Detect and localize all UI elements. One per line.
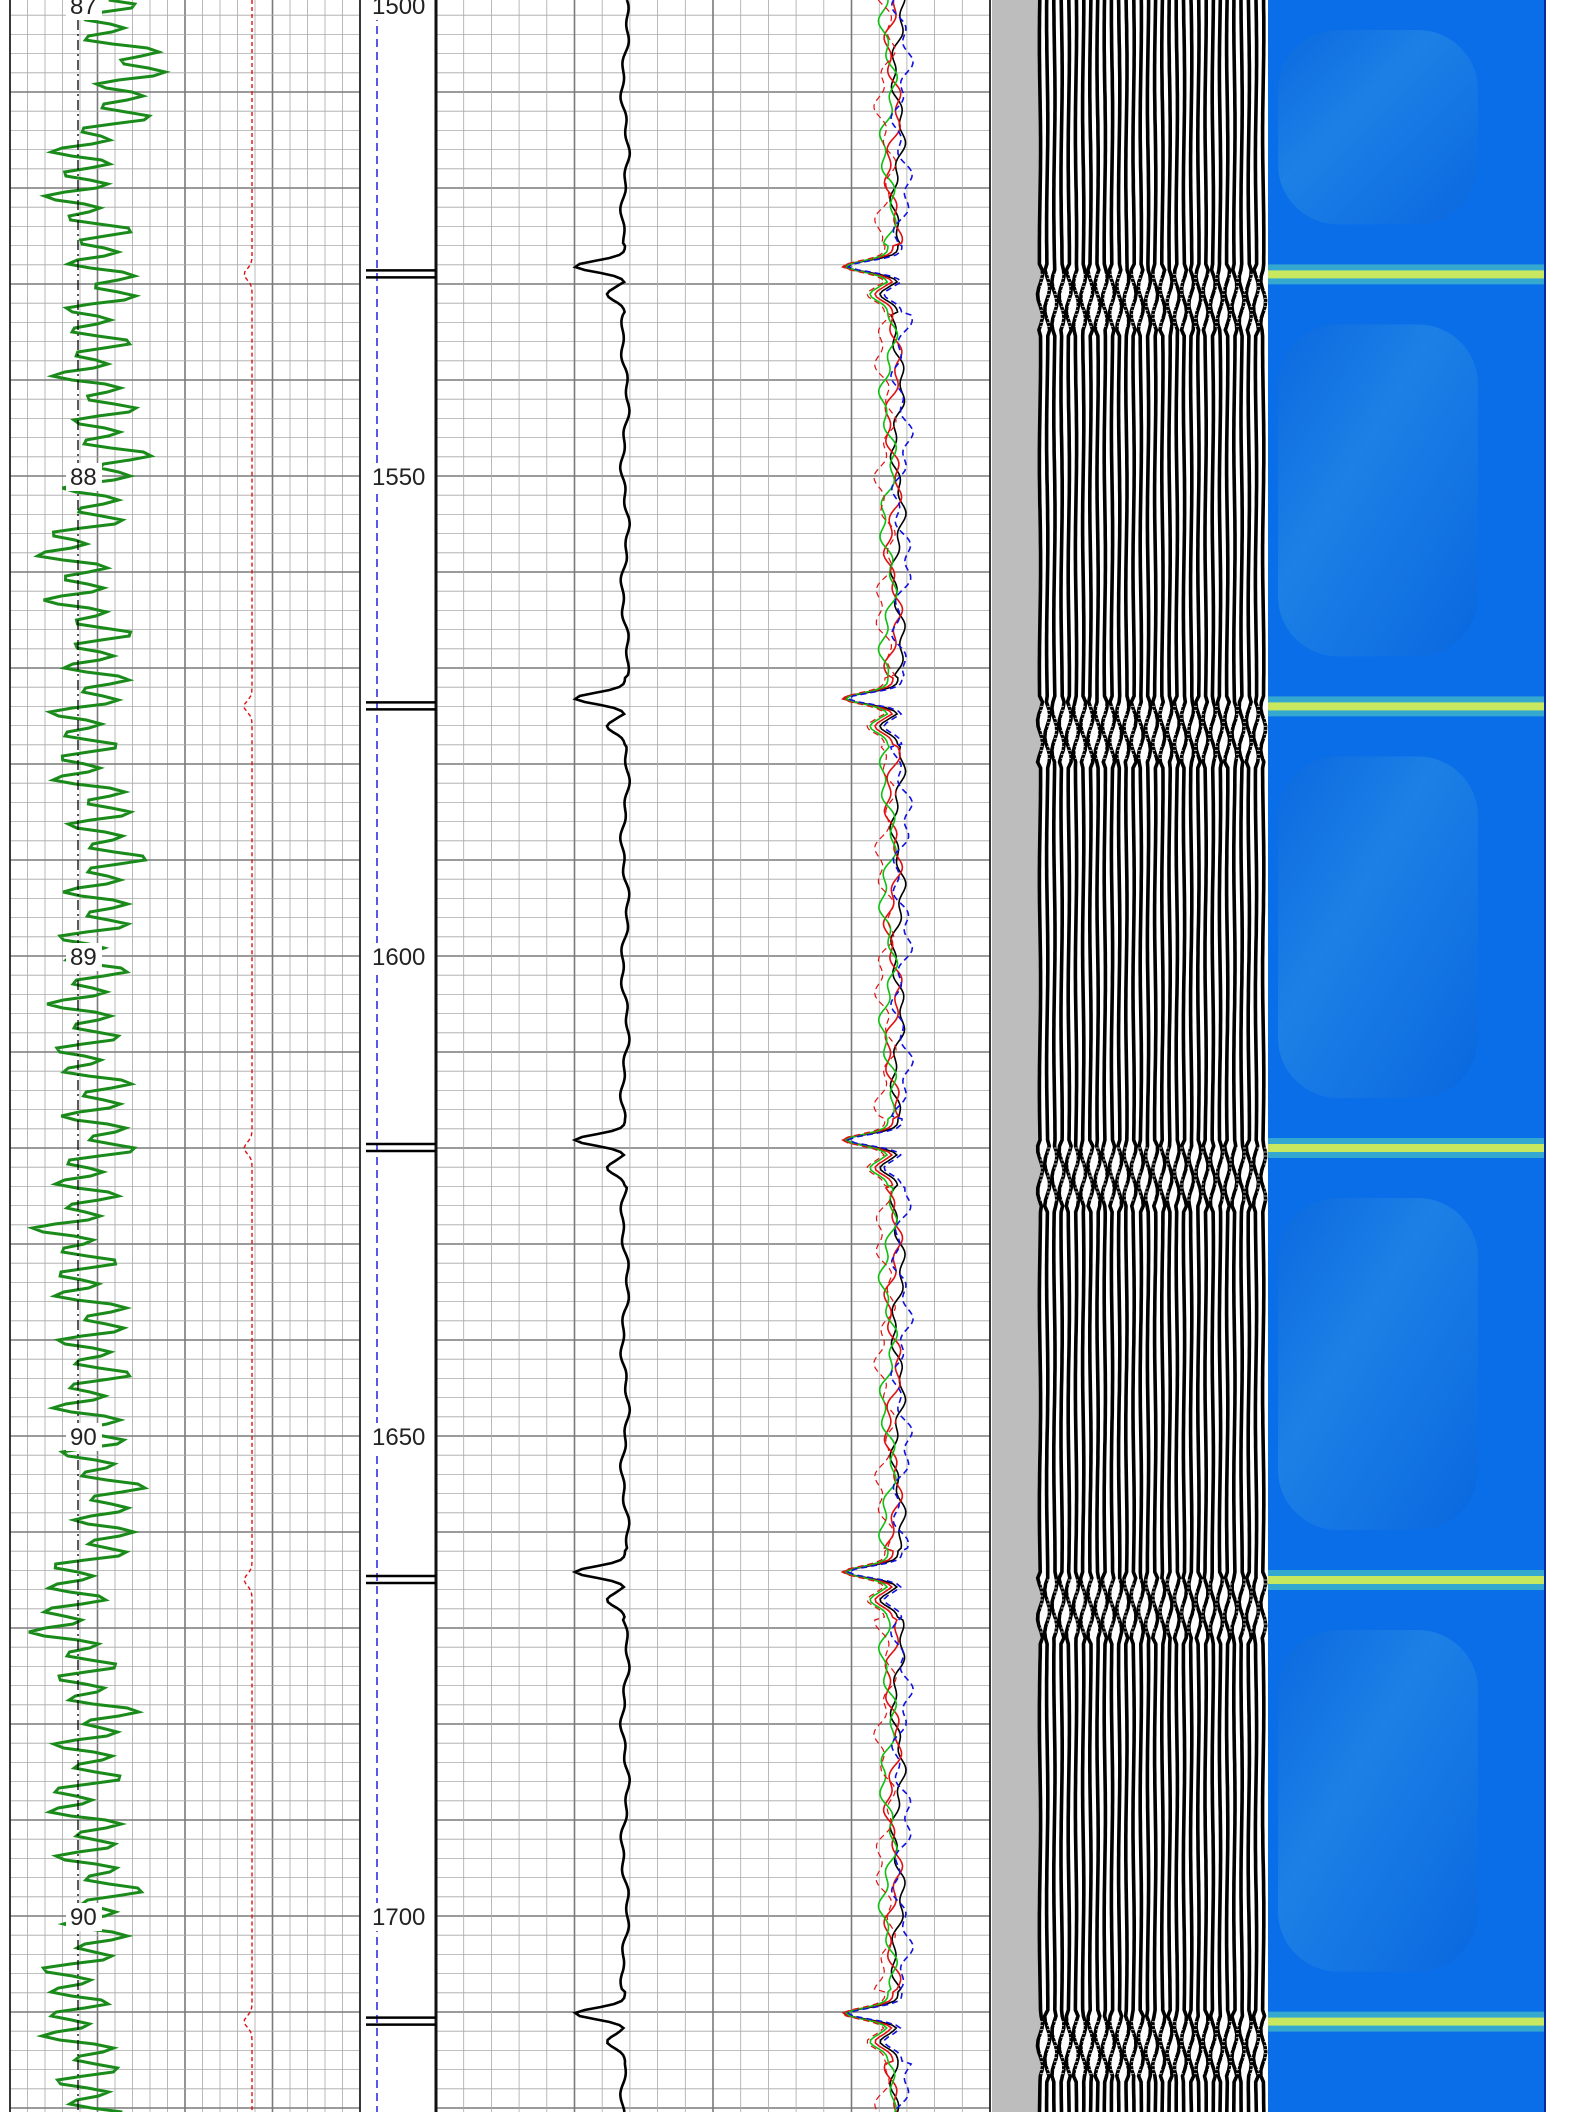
green-curve — [26, 0, 171, 2112]
depth-tick-label: 1650 — [372, 1424, 425, 1451]
vdl-stripe — [1230, 0, 1239, 2112]
vdl-stripe — [1035, 0, 1045, 2112]
left-track-label: 90 — [70, 1424, 97, 1451]
vdl-stripe — [1158, 0, 1167, 2112]
vdl-stripe — [1100, 0, 1110, 2112]
left-track-label-bg — [66, 0, 102, 20]
spectrum-collar-band — [1268, 270, 1545, 279]
vdl-stripe — [1258, 0, 1268, 2112]
amplitude-curve — [571, 0, 632, 2112]
depth-tick-label-bg — [368, 1903, 432, 1931]
vdl-stripe — [1244, 0, 1254, 2112]
left-track-label: 89 — [70, 944, 97, 971]
vdl-stripe — [1165, 0, 1174, 2112]
vdl-stripe — [1143, 0, 1153, 2112]
vdl-stripe — [1194, 0, 1203, 2112]
travel-time-curve-black — [842, 0, 907, 2112]
vdl-stripe — [1114, 0, 1124, 2112]
left-track-label: 88 — [70, 464, 97, 491]
spectrum-collar-band — [1268, 2017, 1545, 2026]
spectrum-patch — [1278, 1198, 1478, 1530]
vdl-stripe — [1201, 0, 1210, 2112]
grid-layer — [9, 0, 991, 2112]
vdl-stripe — [1057, 0, 1066, 2112]
vdl-stripe — [1179, 0, 1189, 2112]
vdl-stripe — [1208, 0, 1218, 2112]
spectrum-patch — [1278, 324, 1478, 657]
vdl-stripe — [1129, 0, 1138, 2112]
vdl-stripe — [1071, 0, 1081, 2112]
curve-layer — [26, 0, 914, 2112]
spectrum-collar-band — [1268, 1576, 1545, 1584]
depth-tick-label: 1550 — [372, 464, 425, 491]
left-track-label-bg — [66, 1903, 102, 1931]
vdl-stripe — [1064, 0, 1074, 2112]
vdl-stripe — [1050, 0, 1059, 2112]
left-track-label-bg — [66, 463, 102, 491]
depth-tick-label: 1500 — [372, 0, 425, 20]
left-track-label: 90 — [70, 1904, 97, 1931]
depth-tick-label-bg — [368, 0, 432, 20]
vdl-stripe — [1122, 0, 1131, 2112]
spectrum-patch — [1278, 1630, 1478, 1972]
left-track-label-bg — [66, 943, 102, 971]
travel-time-curve-red — [840, 0, 904, 2112]
vdl-stripe — [1222, 0, 1232, 2112]
vdl-stripe — [1186, 0, 1196, 2112]
spectrum-collar-band — [1268, 702, 1545, 711]
vdl-stripe — [1136, 0, 1146, 2112]
vdl-stripe — [1093, 0, 1102, 2112]
label-layer: 1500 1550 1600 1650 1700 87 88 89 90 90 — [66, 0, 432, 1931]
vdl-stripe — [1086, 0, 1095, 2112]
vdl-stripe — [1107, 0, 1117, 2112]
vdl-stripe — [1172, 0, 1182, 2112]
strip-layer — [992, 0, 1546, 2112]
depth-tick-label-bg — [368, 943, 432, 971]
travel-time-curve-red-dashed — [840, 0, 897, 2112]
vdl-stripe — [1150, 0, 1160, 2112]
depth-tick-label-bg — [368, 1423, 432, 1451]
spectrum-patch — [1278, 756, 1478, 1098]
travel-time-curve-blue — [845, 0, 914, 2112]
vdl-stripe — [1215, 0, 1225, 2112]
vdl-stripe — [1251, 0, 1261, 2112]
left-track-label-bg — [66, 1423, 102, 1451]
left-track-label: 87 — [70, 0, 97, 20]
travel-time-curve-green — [844, 0, 899, 2112]
red-dashed-curve — [243, 0, 253, 2112]
depth-tick-label: 1600 — [372, 944, 425, 971]
gray-strip — [992, 0, 1040, 2112]
spectrum-patch — [1278, 30, 1478, 225]
vdl-stripe — [1237, 0, 1246, 2112]
spectrum-collar-band — [1268, 1144, 1545, 1152]
vdl-stripe — [1042, 0, 1052, 2112]
vdl-stripe — [1078, 0, 1088, 2112]
depth-tick-label-bg — [368, 463, 432, 491]
depth-tick-label: 1700 — [372, 1904, 425, 1931]
